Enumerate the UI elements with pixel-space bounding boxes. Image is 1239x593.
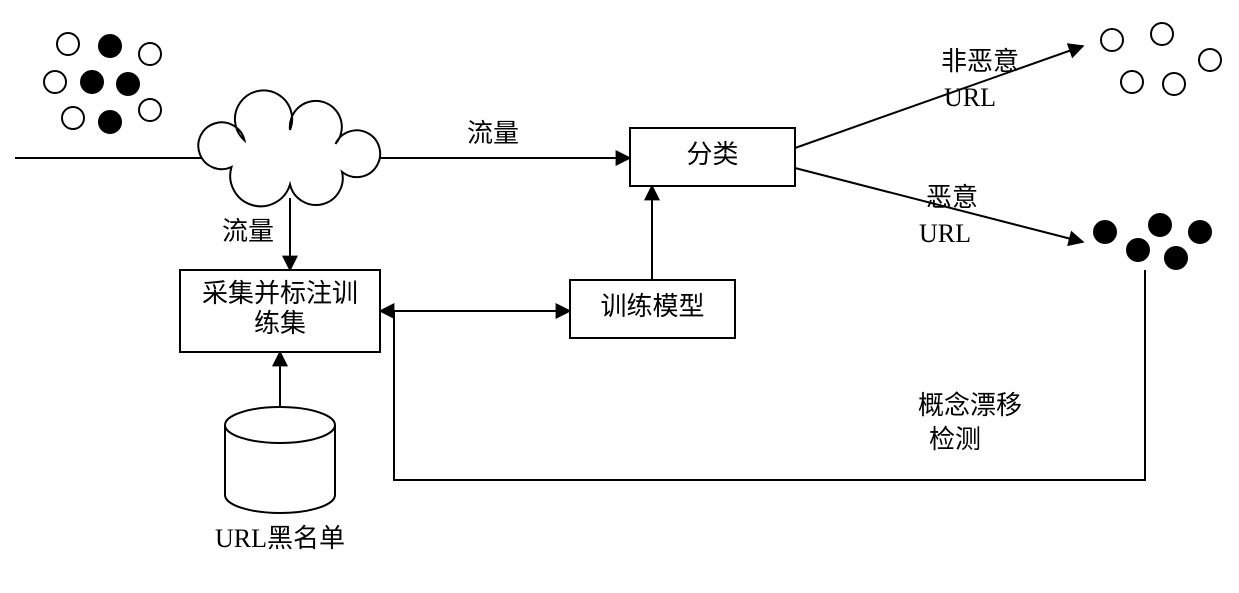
- benign_out-dot: [1163, 73, 1185, 95]
- mal_out-dot: [1149, 214, 1171, 236]
- input_mixed-dot: [57, 33, 79, 55]
- classify-to-benign-label: 非恶意: [941, 47, 1019, 76]
- classify-to-mal-label: 恶意: [926, 183, 978, 212]
- input_mixed-dot: [99, 35, 121, 57]
- cloud-node: [198, 90, 380, 206]
- input_mixed-dot: [139, 99, 161, 121]
- drift-feedback-label: 概念漂移: [918, 391, 1022, 420]
- collect-label: 采集并标注训: [202, 279, 358, 308]
- cloud-to-classify-label: 流量: [467, 119, 519, 148]
- classify-to-mal-label: URL: [919, 219, 971, 248]
- mal_out-dot: [1189, 221, 1211, 243]
- train-label: 训练模型: [600, 292, 704, 321]
- mal_out-dot: [1094, 221, 1116, 243]
- classify-to-benign-label: URL: [944, 83, 996, 112]
- mal_out-dot: [1127, 239, 1149, 261]
- input_mixed-dot: [117, 73, 139, 95]
- classify-to-benign-edge: [795, 46, 1083, 148]
- input_mixed-dot: [62, 107, 84, 129]
- mal_out-dot: [1165, 247, 1187, 269]
- input_mixed-dot: [81, 71, 103, 93]
- benign_out-dot: [1121, 71, 1143, 93]
- cloud-to-collect-label: 流量: [222, 217, 274, 246]
- benign_out-dot: [1101, 29, 1123, 51]
- cylinder-top: [225, 407, 335, 443]
- flowchart-canvas: 采集并标注训练集训练模型分类URL黑名单 流量流量非恶意URL恶意URL概念漂移…: [0, 0, 1239, 593]
- collect-label: 练集: [254, 309, 306, 338]
- drift-feedback-edge: [380, 270, 1145, 480]
- classify-label: 分类: [686, 140, 738, 169]
- benign_out-dot: [1199, 49, 1221, 71]
- benign_out-dot: [1151, 23, 1173, 45]
- input_mixed-dot: [99, 111, 121, 133]
- input_mixed-dot: [44, 71, 66, 93]
- drift-feedback-label: 检测: [929, 425, 981, 454]
- cylinder-label: URL黑名单: [215, 524, 345, 553]
- input_mixed-dot: [139, 43, 161, 65]
